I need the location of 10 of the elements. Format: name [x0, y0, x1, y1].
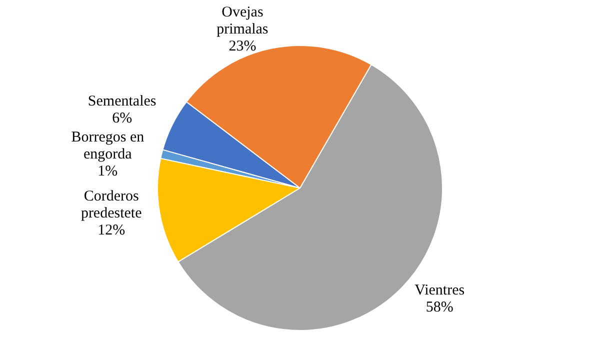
slice-label: Sementales	[88, 93, 156, 110]
data-label: 6%	[112, 110, 132, 126]
slice-label: Vientres	[414, 282, 465, 299]
slice-label: Corderos predestete	[80, 188, 142, 222]
slice-label: Ovejas primalas	[216, 4, 268, 38]
data-label: 1%	[98, 163, 118, 180]
data-label: 58%	[426, 300, 454, 316]
data-label: 23%	[228, 38, 256, 55]
slice-label: Borregos en engorda	[71, 129, 145, 162]
data-label: 12%	[98, 222, 126, 239]
